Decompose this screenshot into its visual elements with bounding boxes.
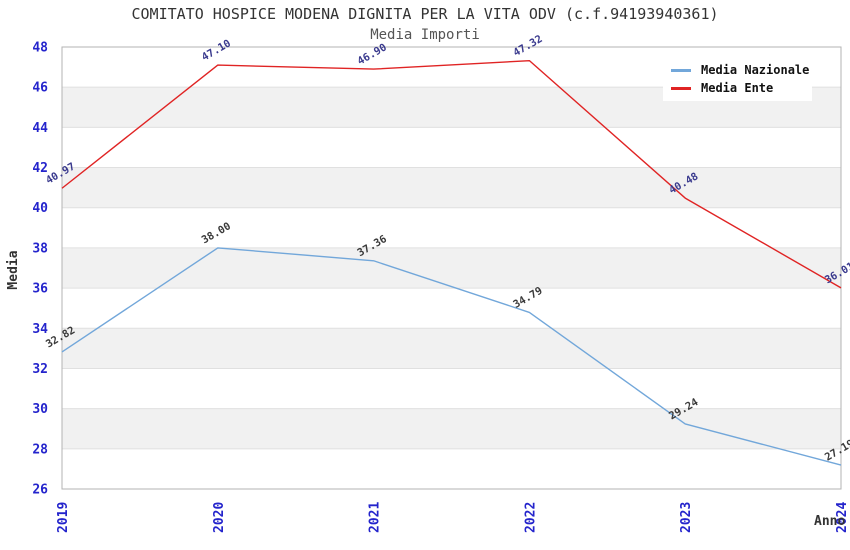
data-point-label: 34.79 — [511, 285, 544, 311]
background-band — [62, 408, 841, 449]
y-tick-label: 40 — [32, 201, 48, 216]
x-tick-label: 2024 — [835, 502, 850, 533]
legend-item-media-ente: Media Ente — [671, 81, 812, 95]
legend-label-media-nazionale: Media Nazionale — [701, 63, 810, 77]
y-tick-label: 36 — [32, 282, 48, 297]
y-tick-label: 26 — [32, 483, 48, 498]
plot-border — [61, 46, 842, 490]
y-tick-label: 28 — [32, 442, 48, 457]
y-tick-label: 30 — [32, 402, 48, 417]
y-tick-label: 48 — [32, 41, 48, 56]
background-band — [62, 167, 841, 208]
chart-subtitle: Media Importi — [370, 27, 480, 43]
chart-title: COMITATO HOSPICE MODENA DIGNITA PER LA V… — [131, 5, 719, 23]
series-line-media-nazionale — [61, 247, 842, 466]
x-tick-label: 2022 — [523, 502, 538, 533]
legend-item-media-nazionale: Media Nazionale — [671, 63, 812, 77]
y-tick-label: 38 — [32, 241, 48, 256]
x-tick-label: 2020 — [212, 502, 227, 533]
legend: Media Nazionale Media Ente — [663, 57, 812, 101]
legend-swatch-media-ente-icon — [671, 86, 691, 90]
y-tick-label: 44 — [32, 121, 48, 136]
y-tick-label: 34 — [32, 322, 48, 337]
data-point-label: 38.00 — [200, 220, 233, 246]
x-axis-label: Anno — [814, 514, 846, 529]
x-tick-label: 2019 — [56, 502, 71, 533]
y-tick-label: 42 — [32, 161, 48, 176]
data-point-label: 46.90 — [355, 41, 388, 67]
legend-label-media-ente: Media Ente — [701, 81, 774, 95]
x-tick-label: 2021 — [368, 502, 383, 533]
y-axis-label: Media — [6, 250, 21, 290]
y-tick-label: 32 — [32, 362, 48, 377]
background-band — [62, 247, 841, 289]
series-line-media-ente — [61, 59, 842, 289]
legend-swatch-media-nazionale-icon — [671, 68, 691, 72]
y-tick-label: 46 — [32, 81, 48, 96]
x-tick-label: 2023 — [679, 502, 694, 533]
background-band — [62, 328, 841, 369]
